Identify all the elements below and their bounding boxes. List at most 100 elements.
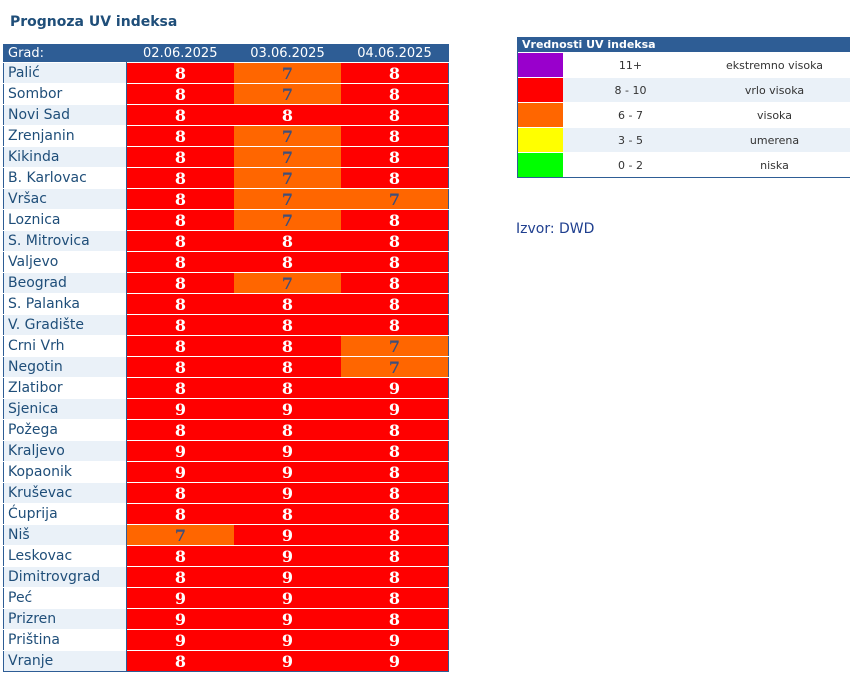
legend-color-swatch bbox=[518, 128, 563, 152]
table-row: Niš 7 9 8 bbox=[3, 524, 449, 546]
table-row: Peć 9 9 8 bbox=[3, 587, 449, 609]
uv-value-cell: 8 bbox=[126, 650, 234, 672]
legend-color-swatch bbox=[518, 153, 563, 177]
city-name: B. Karlovac bbox=[3, 167, 127, 189]
uv-value-cell: 8 bbox=[126, 83, 234, 105]
uv-value-cell: 9 bbox=[126, 608, 234, 630]
legend-row: 8 - 10 vrlo visoka bbox=[518, 78, 850, 102]
date-column-header: 04.06.2025 bbox=[341, 44, 449, 63]
city-name: V. Gradište bbox=[3, 314, 127, 336]
table-row: Dimitrovgrad 8 9 8 bbox=[3, 566, 449, 588]
uv-value-cell: 7 bbox=[234, 188, 341, 210]
uv-value-cell: 8 bbox=[341, 293, 449, 315]
uv-value-cell: 8 bbox=[126, 545, 234, 567]
city-column-header: Grad: bbox=[3, 44, 127, 63]
table-body: Palić 8 7 8 Sombor 8 7 8 Novi Sad 8 8 8 Zrenjanin 8 7 8… bbox=[3, 62, 449, 672]
uv-value-cell: 9 bbox=[341, 650, 449, 672]
table-row: Palić 8 7 8 bbox=[3, 62, 449, 84]
table-row: Crni Vrh 8 8 7 bbox=[3, 335, 449, 357]
legend-range: 0 - 2 bbox=[618, 158, 643, 172]
uv-value-cell: 8 bbox=[234, 293, 341, 315]
legend-range: 6 - 7 bbox=[618, 108, 643, 122]
uv-value-cell: 7 bbox=[341, 356, 449, 378]
uv-value-cell: 8 bbox=[126, 503, 234, 525]
city-name: Crni Vrh bbox=[3, 335, 127, 357]
table-row: Loznica 8 7 8 bbox=[3, 209, 449, 231]
uv-value-cell: 7 bbox=[234, 146, 341, 168]
legend-row: 3 - 5 umerena bbox=[518, 128, 850, 152]
uv-value-cell: 8 bbox=[341, 251, 449, 273]
city-name: Sombor bbox=[3, 83, 127, 105]
city-name: Zlatibor bbox=[3, 377, 127, 399]
table-row: Kikinda 8 7 8 bbox=[3, 146, 449, 168]
uv-value-cell: 7 bbox=[234, 83, 341, 105]
uv-value-cell: 8 bbox=[341, 503, 449, 525]
legend-label: umerena bbox=[749, 133, 800, 147]
table-row: Kraljevo 9 9 8 bbox=[3, 440, 449, 462]
uv-value-cell: 9 bbox=[234, 608, 341, 630]
city-name: Kikinda bbox=[3, 146, 127, 168]
table-row: Zlatibor 8 8 9 bbox=[3, 377, 449, 399]
uv-value-cell: 8 bbox=[341, 440, 449, 462]
uv-value-cell: 8 bbox=[341, 83, 449, 105]
city-name: Negotin bbox=[3, 356, 127, 378]
uv-value-cell: 8 bbox=[126, 419, 234, 441]
legend-color-swatch bbox=[518, 103, 563, 127]
uv-value-cell: 7 bbox=[234, 272, 341, 294]
uv-value-cell: 9 bbox=[341, 398, 449, 420]
uv-value-cell: 8 bbox=[341, 230, 449, 252]
table-row: Kruševac 8 9 8 bbox=[3, 482, 449, 504]
date-column-header: 02.06.2025 bbox=[126, 44, 234, 63]
uv-value-cell: 9 bbox=[234, 545, 341, 567]
uv-value-cell: 9 bbox=[234, 461, 341, 483]
city-name: Prizren bbox=[3, 608, 127, 630]
table-header-row: Grad: 02.06.2025 03.06.2025 04.06.2025 bbox=[3, 44, 449, 63]
legend-label: ekstremno visoka bbox=[725, 58, 824, 72]
uv-value-cell: 8 bbox=[341, 482, 449, 504]
uv-value-cell: 8 bbox=[234, 314, 341, 336]
uv-value-cell: 8 bbox=[126, 293, 234, 315]
legend-color-swatch bbox=[518, 53, 563, 77]
uv-value-cell: 8 bbox=[126, 482, 234, 504]
uv-value-cell: 7 bbox=[234, 209, 341, 231]
city-name: S. Palanka bbox=[3, 293, 127, 315]
city-name: Palić bbox=[3, 62, 127, 84]
uv-value-cell: 8 bbox=[126, 377, 234, 399]
city-name: Zrenjanin bbox=[3, 125, 127, 147]
uv-value-cell: 9 bbox=[341, 629, 449, 651]
table-row: S. Mitrovica 8 8 8 bbox=[3, 230, 449, 252]
city-name: Dimitrovgrad bbox=[3, 566, 127, 588]
source-label: Izvor: DWD bbox=[516, 221, 595, 237]
table-row: Zrenjanin 8 7 8 bbox=[3, 125, 449, 147]
city-name: Beograd bbox=[3, 272, 127, 294]
legend-label: niska bbox=[760, 158, 789, 172]
uv-value-cell: 8 bbox=[234, 251, 341, 273]
uv-value-cell: 9 bbox=[234, 629, 341, 651]
table-row: Kopaonik 9 9 8 bbox=[3, 461, 449, 483]
uv-value-cell: 8 bbox=[341, 146, 449, 168]
city-name: Ćuprija bbox=[3, 503, 127, 525]
uv-value-cell: 8 bbox=[126, 125, 234, 147]
table-row: Novi Sad 8 8 8 bbox=[3, 104, 449, 126]
uv-value-cell: 9 bbox=[234, 524, 341, 546]
uv-value-cell: 8 bbox=[126, 62, 234, 84]
city-name: Požega bbox=[3, 419, 127, 441]
uv-value-cell: 8 bbox=[341, 104, 449, 126]
uv-value-cell: 8 bbox=[341, 461, 449, 483]
uv-value-cell: 8 bbox=[341, 125, 449, 147]
uv-value-cell: 9 bbox=[126, 587, 234, 609]
uv-value-cell: 8 bbox=[234, 335, 341, 357]
uv-value-cell: 8 bbox=[341, 566, 449, 588]
uv-value-cell: 8 bbox=[341, 167, 449, 189]
uv-value-cell: 9 bbox=[234, 650, 341, 672]
uv-value-cell: 8 bbox=[234, 377, 341, 399]
city-name: Novi Sad bbox=[3, 104, 127, 126]
uv-value-cell: 8 bbox=[126, 314, 234, 336]
uv-value-cell: 8 bbox=[341, 545, 449, 567]
uv-value-cell: 7 bbox=[341, 188, 449, 210]
uv-value-cell: 8 bbox=[126, 356, 234, 378]
table-row: Priština 9 9 9 bbox=[3, 629, 449, 651]
uv-value-cell: 8 bbox=[341, 419, 449, 441]
table-row: Prizren 9 9 8 bbox=[3, 608, 449, 630]
uv-value-cell: 9 bbox=[126, 398, 234, 420]
